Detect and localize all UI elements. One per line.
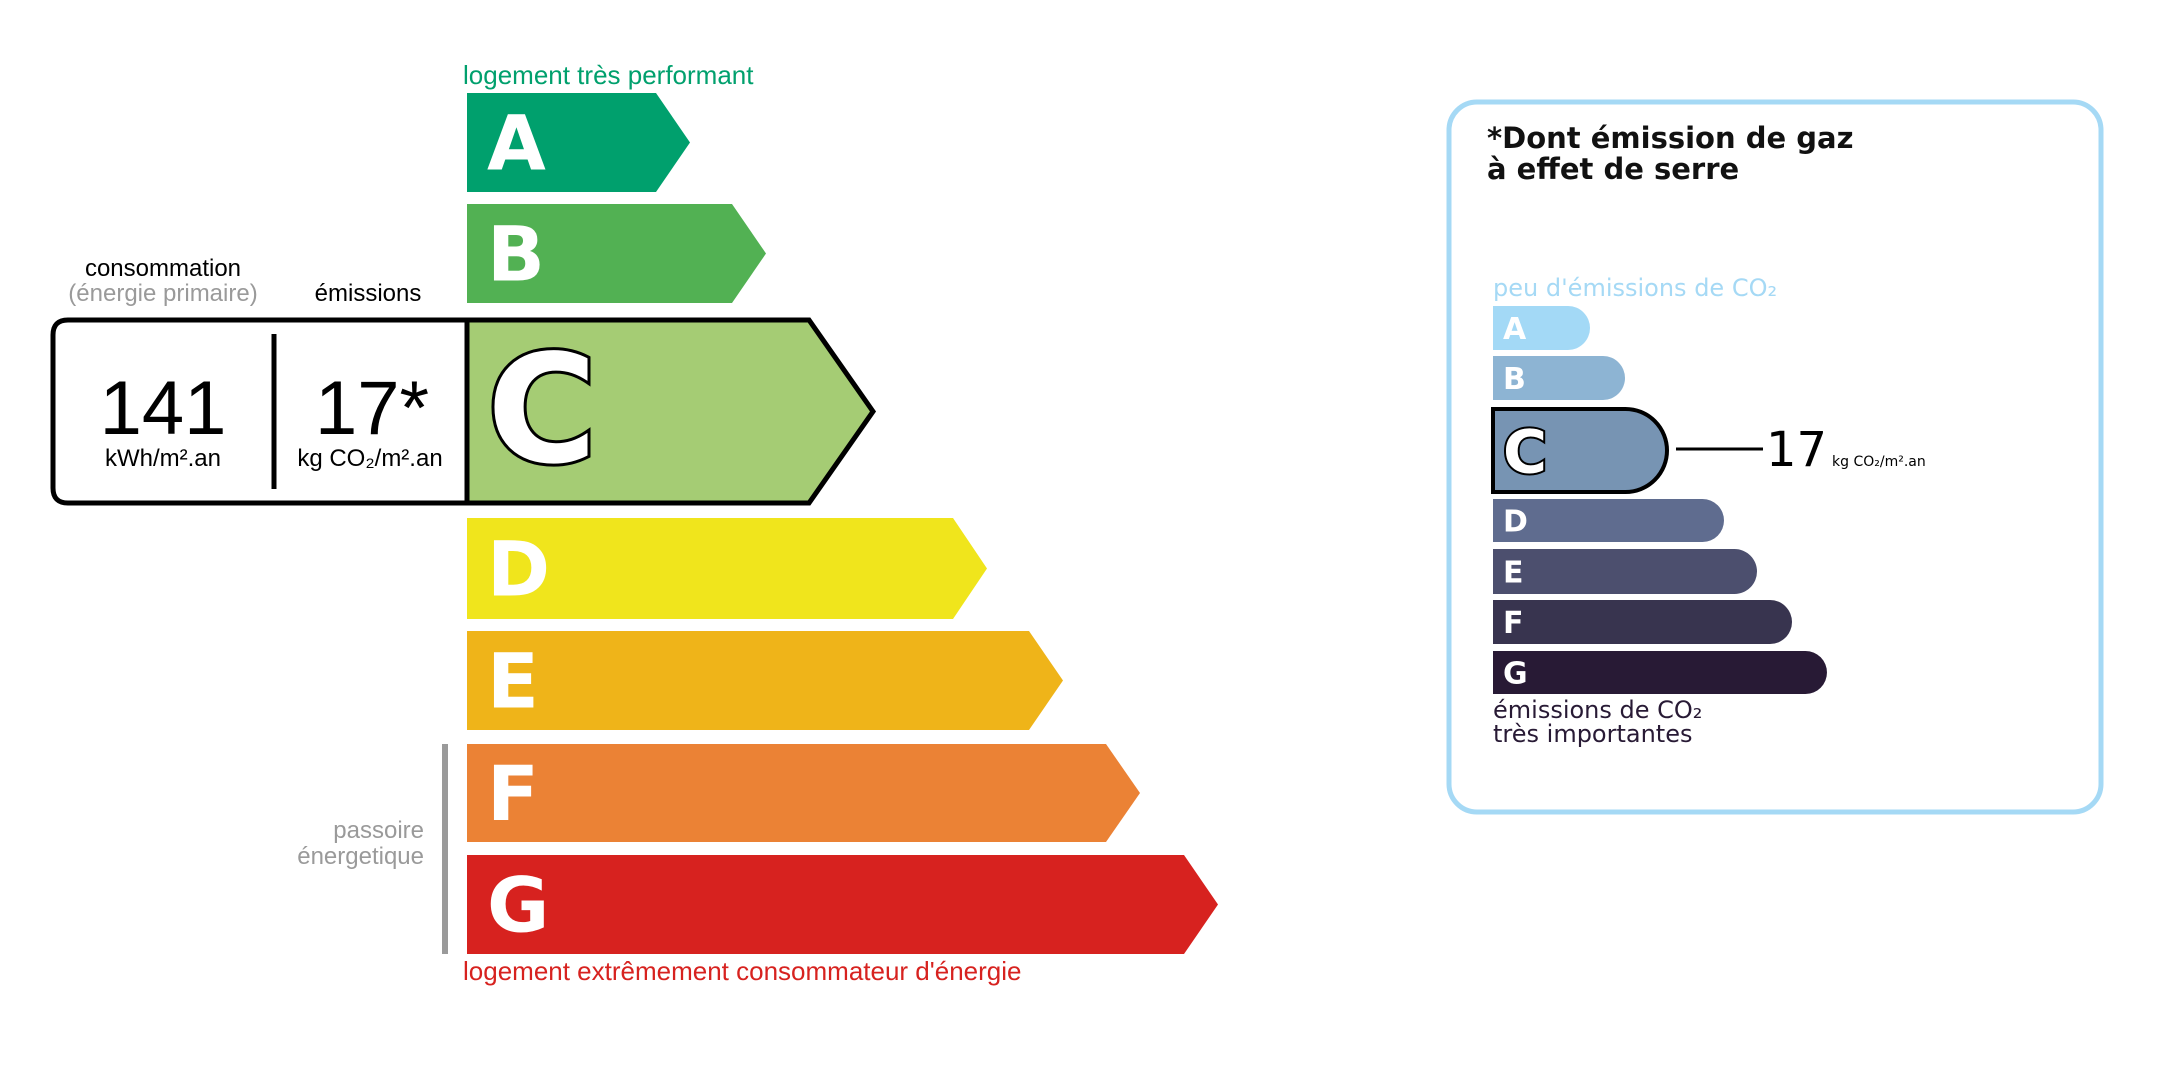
ges-title-line2: à effet de serre — [1487, 152, 1739, 186]
ges-class-letter: A — [1503, 312, 1527, 347]
ges-class-d: D — [1493, 499, 1724, 542]
energy-class-letter: A — [487, 99, 546, 188]
passoire-label-line2: énergetique — [297, 843, 424, 870]
energy-class-g: G — [467, 855, 1218, 954]
consumption-header: consommation — [85, 255, 241, 282]
ges-top-label: peu d'émissions de CO₂ — [1493, 274, 1777, 302]
energy-class-letter: B — [487, 210, 545, 299]
energy-class-letter: E — [487, 637, 539, 726]
energy-class-letter: C — [487, 324, 597, 498]
energy-class-letter: G — [487, 861, 549, 950]
emissions-value: 17* — [315, 366, 429, 451]
passoire-bracket — [442, 744, 448, 954]
ges-class-letter: F — [1503, 606, 1524, 641]
bottom-label: logement extrêmement consommateur d'éner… — [463, 956, 1021, 986]
ges-class-c: C — [1491, 407, 1669, 494]
ges-class-e: E — [1493, 549, 1757, 594]
ges-bar — [1493, 549, 1757, 594]
passoire-label-line1: passoire — [333, 817, 424, 844]
energy-arrow — [467, 744, 1140, 842]
emissions-unit: kg CO₂/m².an — [297, 445, 442, 472]
energy-class-letter: D — [487, 525, 550, 614]
energy-arrow — [467, 204, 766, 303]
ges-bar — [1491, 407, 1669, 494]
consumption-subheader: (énergie primaire) — [68, 280, 257, 307]
energy-class-b: B — [467, 204, 766, 303]
ges-class-a: A — [1493, 306, 1590, 350]
ges-title-line1: *Dont émission de gaz — [1487, 121, 1853, 155]
energy-class-e: E — [467, 631, 1063, 730]
top-label: logement très performant — [463, 60, 754, 90]
ges-bar — [1493, 306, 1590, 350]
energy-class-c: C — [464, 317, 877, 506]
ges-class-letter: C — [1503, 418, 1547, 488]
ges-class-letter: B — [1503, 362, 1526, 397]
energy-class-f: F — [467, 744, 1140, 842]
ges-class-letter: D — [1503, 505, 1528, 540]
consumption-value: 141 — [100, 366, 227, 451]
energy-arrow — [467, 93, 690, 192]
ges-class-letter: E — [1503, 556, 1524, 591]
ges-bar — [1493, 356, 1625, 400]
energy-class-a: A — [467, 93, 690, 192]
energy-class-d: D — [467, 518, 987, 619]
energy-arrow — [467, 855, 1218, 954]
emissions-header: émissions — [315, 280, 422, 307]
ges-unit: kg CO₂/m².an — [1832, 454, 1926, 470]
values-box — [50, 317, 470, 506]
energy-arrow — [467, 518, 987, 619]
ges-class-f: F — [1493, 600, 1792, 644]
ges-bar — [1493, 499, 1724, 542]
ges-bar — [1493, 651, 1827, 694]
ges-class-letter: G — [1503, 657, 1528, 692]
ges-bottom-line1: émissions de CO₂ — [1493, 696, 1702, 724]
ges-bar — [1493, 600, 1792, 644]
energy-arrow — [467, 631, 1063, 730]
consumption-unit: kWh/m².an — [105, 445, 221, 472]
energy-class-letter: F — [487, 749, 539, 838]
ges-bottom-line2: très importantes — [1493, 720, 1693, 748]
ges-class-b: B — [1493, 356, 1625, 400]
ges-class-g: G — [1493, 651, 1827, 694]
ges-value: 17 — [1766, 422, 1827, 478]
